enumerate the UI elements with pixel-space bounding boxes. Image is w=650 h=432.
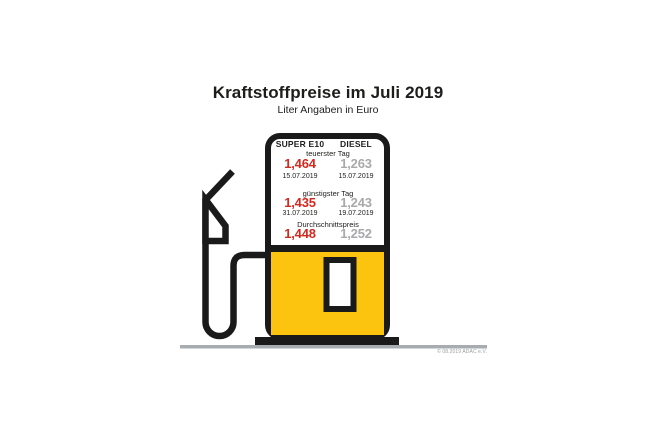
row-label-guenstigster-tag: günstigster Tag — [302, 188, 354, 198]
price-row-teuerster-tag: 1,464 1,263 — [272, 155, 384, 171]
page-subtitle: Liter Angaben in Euro — [277, 104, 379, 116]
pump-hose-icon — [202, 169, 268, 340]
pump-display-divider — [265, 245, 390, 252]
price-super-e10-guenstigster: 1,435 — [284, 194, 316, 210]
row-label-teuerster-tag: teuerster Tag — [306, 149, 350, 158]
date-diesel-guenstigster: 19.07.2019 — [338, 209, 374, 217]
column-header-diesel: DIESEL — [340, 138, 372, 149]
date-super-e10-teuerster: 15.07.2019 — [282, 172, 318, 180]
row-label-durchschnittspreis: Durchschnittspreis — [297, 219, 359, 229]
pump-nozzle-icon — [202, 189, 229, 245]
price-diesel-durchschnitt: 1,252 — [340, 226, 372, 241]
date-row-guenstigster-tag: 31.07.2019 19.07.2019 — [272, 210, 384, 217]
column-header-super-e10: SUPER E10 — [275, 138, 325, 149]
price-row-guenstigster-tag: 1,435 1,243 — [272, 194, 384, 210]
price-diesel-teuerster: 1,263 — [340, 155, 372, 171]
date-row-teuerster-tag: 15.07.2019 15.07.2019 — [272, 173, 384, 180]
pump-window — [323, 257, 357, 312]
date-diesel-teuerster: 15.07.2019 — [338, 172, 374, 180]
date-super-e10-guenstigster: 31.07.2019 — [282, 209, 318, 217]
pump-base — [255, 337, 399, 345]
ground-line — [180, 345, 487, 349]
page-title: Kraftstoffpreise im Juli 2019 — [212, 83, 444, 102]
price-super-e10-durchschnitt: 1,448 — [284, 226, 316, 241]
copyright-credit: © 08.2019 ADAC e.V. — [437, 349, 487, 355]
price-row-durchschnittspreis: 1,448 1,252 — [272, 226, 384, 241]
price-super-e10-teuerster: 1,464 — [284, 155, 316, 171]
price-display-header: SUPER E10 DIESEL — [272, 138, 384, 149]
price-diesel-guenstigster: 1,243 — [340, 194, 372, 210]
